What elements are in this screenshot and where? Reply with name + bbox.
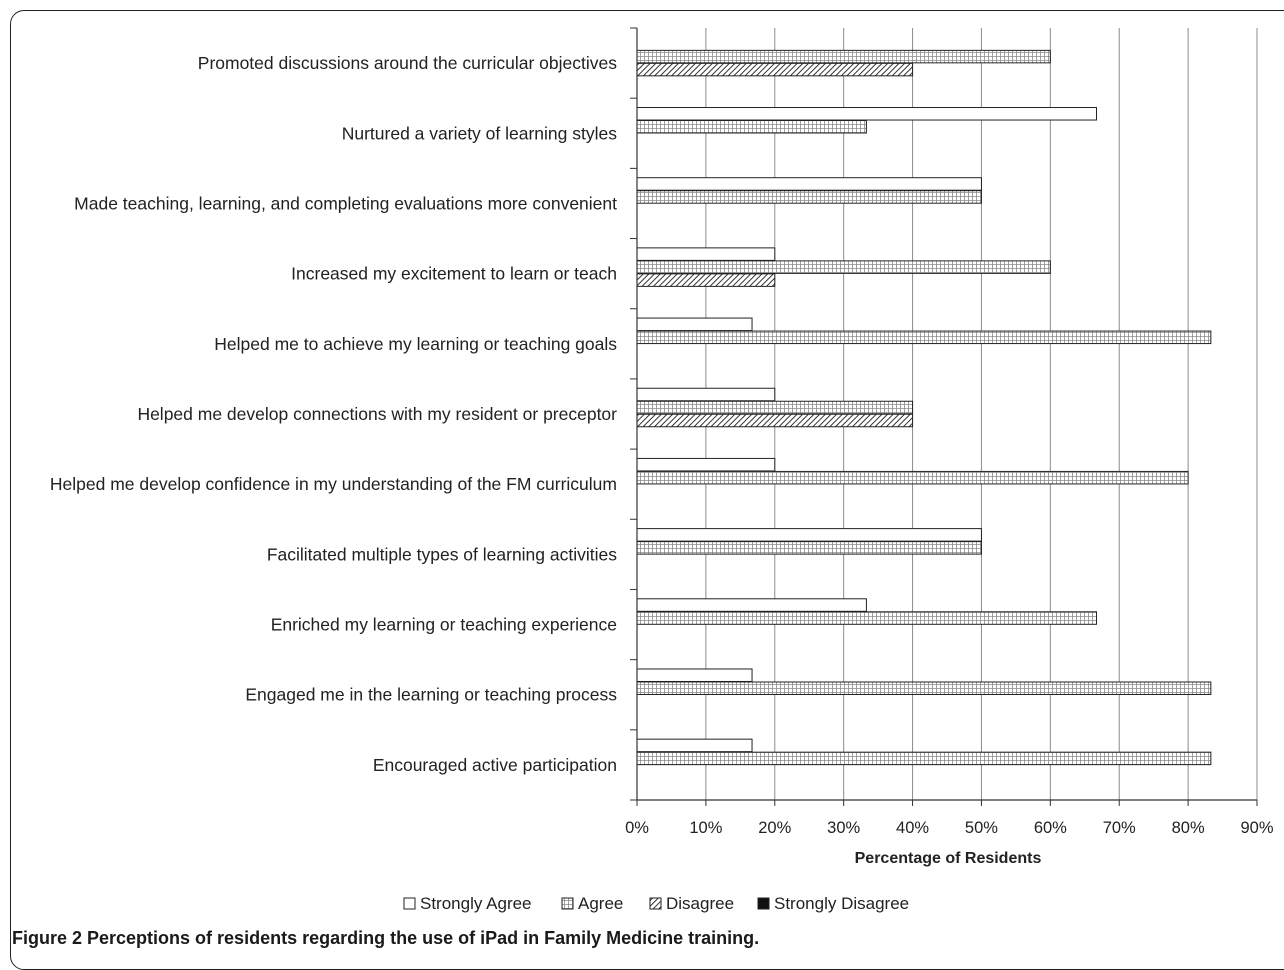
bar-open [636,387,776,402]
category-label: Nurtured a variety of learning styles [342,123,618,143]
category-label: Promoted discussions around the curricul… [198,53,617,73]
category-label: Increased my excitement to learn or teac… [291,264,617,284]
legend-label: Agree [578,894,623,913]
bar-open [636,177,982,191]
bar-grid [636,611,1097,625]
x-tick-label: 30% [827,819,860,837]
bar-grid [636,120,867,134]
legend-swatch [403,897,416,910]
bar-open [636,598,867,612]
bar-open [636,317,753,332]
figure-caption: Figure 2 Perceptions of residents regard… [12,928,760,948]
x-tick-label: 0% [625,819,649,837]
x-tick-label: 90% [1240,819,1273,837]
bar-grid [636,751,1212,766]
x-tick-label: 50% [965,819,998,837]
bar-open [636,528,982,542]
bar-open [636,107,1097,121]
bar-grid [636,260,1051,274]
legend-swatch [561,897,574,910]
x-tick-label: 80% [1172,819,1205,837]
bar-grid [636,49,1051,64]
category-label: Encouraged active participation [373,755,617,775]
bar-open [636,457,776,472]
legend-label: Strongly Disagree [774,894,909,913]
bar-grid [636,330,1212,345]
bar-grid [636,400,914,415]
x-axis-title: Percentage of Residents [855,850,1042,867]
category-label: Enriched my learning or teaching experie… [271,615,617,635]
bar-hatch [636,413,914,428]
legend-swatch [757,897,770,910]
category-label: Helped me develop confidence in my under… [50,474,617,494]
category-label: Engaged me in the learning or teaching p… [245,685,617,705]
bar-grid [636,541,982,555]
legend-label: Disagree [666,894,734,913]
bar-open [636,738,753,753]
category-label: Helped me to achieve my learning or teac… [214,334,617,354]
category-label: Facilitated multiple types of learning a… [267,544,617,564]
x-tick-label: 60% [1034,819,1067,837]
bar-grid [636,190,982,204]
category-label: Made teaching, learning, and completing … [74,193,617,213]
x-tick-label: 40% [896,819,929,837]
bar-open [636,668,753,682]
bar-hatch [636,62,914,77]
bar-hatch [636,273,776,287]
x-tick-label: 70% [1103,819,1136,837]
bar-open [636,247,776,261]
bar-grid [636,470,1189,485]
x-tick-label: 10% [689,819,722,837]
bar-grid [636,681,1212,695]
legend-swatch [649,897,662,910]
legend-label: Strongly Agree [420,894,532,913]
category-label: Helped me develop connections with my re… [137,404,617,424]
x-tick-label: 20% [758,819,791,837]
